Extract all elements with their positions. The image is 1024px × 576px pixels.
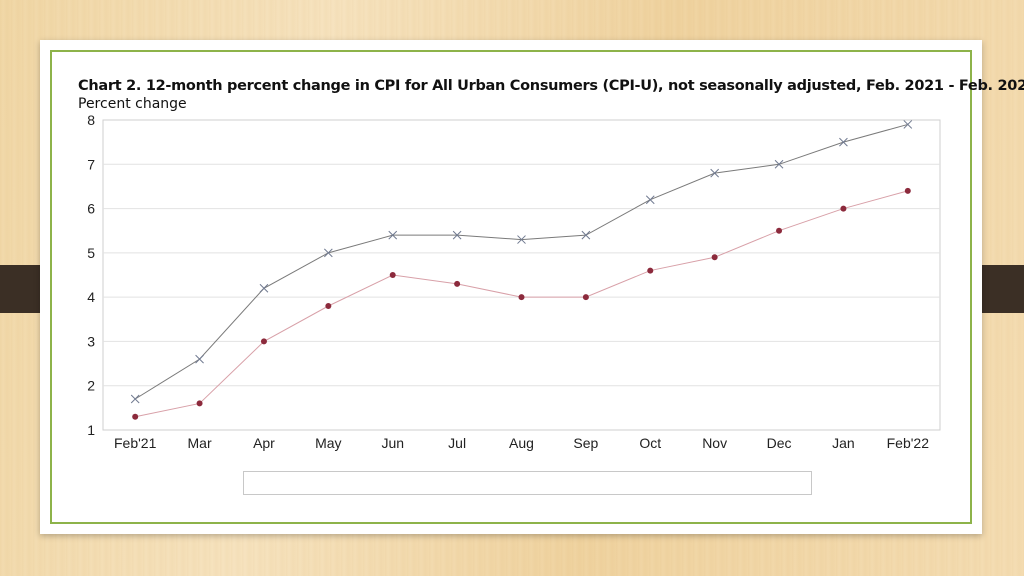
- x-tick-label: Apr: [253, 435, 275, 451]
- point-core: [389, 272, 396, 278]
- point-all-items: [839, 137, 848, 147]
- point-all-items: [452, 230, 462, 240]
- point-all-items: [323, 248, 333, 258]
- point-core: [904, 187, 911, 194]
- x-tick-label: Jun: [381, 435, 404, 451]
- y-tick-label: 3: [87, 333, 95, 349]
- chart-title: Chart 2. 12-month percent change in CPI …: [78, 78, 1024, 94]
- y-tick-label: 4: [87, 289, 95, 305]
- x-tick-label: Oct: [639, 435, 661, 451]
- x-tick-label: Aug: [509, 435, 534, 451]
- point-core: [582, 294, 589, 301]
- point-core: [711, 254, 718, 261]
- point-all-items: [517, 235, 526, 244]
- plot-area: [102, 119, 941, 431]
- x-tick-label: Jan: [832, 435, 855, 451]
- y-tick-label: 6: [87, 201, 95, 217]
- point-core: [776, 227, 783, 234]
- x-tick-label: Mar: [188, 435, 212, 451]
- point-core: [196, 400, 203, 407]
- point-all-items: [710, 168, 720, 178]
- point-all-items: [388, 230, 398, 240]
- cpi-line-chart: 1 2 3 4 5 6 7 8 Feb'21 Mar Apr May Jun Jul Aug Sep Oct No…: [87, 112, 941, 491]
- x-tick-label: Nov: [702, 435, 727, 451]
- y-tick-label: 8: [87, 112, 95, 128]
- point-core: [840, 205, 847, 212]
- point-core: [132, 413, 139, 420]
- y-tick-label: 7: [87, 156, 95, 172]
- x-tick-label: Jul: [448, 435, 466, 451]
- x-tick-label: May: [315, 435, 341, 451]
- x-tick-label: Feb'22: [887, 435, 930, 451]
- y-tick-label: 5: [87, 245, 95, 261]
- point-all-items: [130, 394, 140, 404]
- point-all-items: [903, 120, 913, 129]
- point-all-items: [581, 230, 591, 240]
- point-core: [325, 303, 332, 309]
- y-tick-label: 2: [87, 378, 95, 394]
- point-core: [647, 267, 654, 274]
- point-all-items: [645, 195, 655, 205]
- point-all-items: [259, 283, 269, 293]
- slide-card: Chart 2. 12-month percent change in CPI …: [40, 40, 1024, 534]
- x-tick-label: Dec: [767, 435, 792, 451]
- x-tick-label: Sep: [573, 435, 598, 451]
- chart-legend: [243, 471, 812, 495]
- point-core: [260, 338, 267, 345]
- slide-border: [50, 50, 972, 524]
- point-all-items: [774, 159, 784, 169]
- point-core: [518, 294, 525, 301]
- point-all-items: [195, 354, 204, 364]
- y-axis-label: Percent change: [78, 96, 187, 112]
- point-core: [454, 280, 461, 287]
- x-tick-label: Feb'21: [114, 435, 157, 451]
- y-tick-label: 1: [87, 422, 95, 438]
